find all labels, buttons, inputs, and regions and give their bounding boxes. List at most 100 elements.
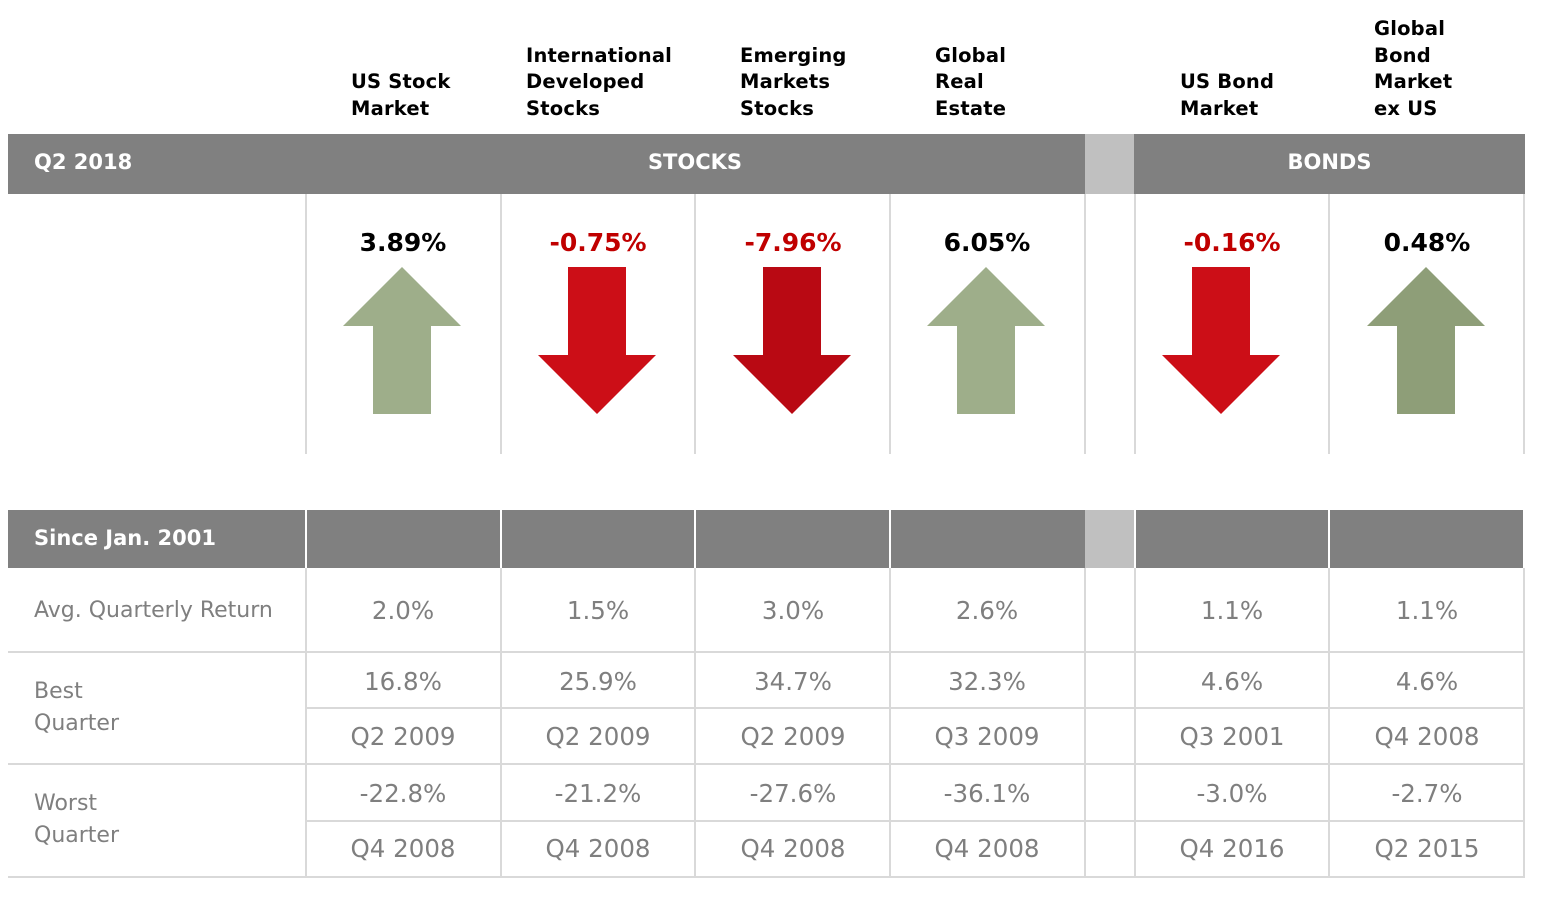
row-divider xyxy=(8,651,1525,653)
bonds-group-label: BONDS xyxy=(1287,150,1372,174)
worst-quarter-cell: Q4 2016 xyxy=(1179,834,1285,863)
best-cell: 16.8% xyxy=(364,667,442,696)
col-header-line: ex US xyxy=(1374,96,1438,120)
col-header-global-bond: Global Bond Market ex US xyxy=(1374,16,1452,122)
header-cell xyxy=(1136,510,1328,568)
worst-cell: -22.8% xyxy=(359,779,447,808)
col-header-line: Estate xyxy=(935,96,1007,120)
header-cell xyxy=(696,510,889,568)
worst-cell: -3.0% xyxy=(1196,779,1268,808)
avg-cell: 3.0% xyxy=(761,596,825,625)
col-header-line: Stocks xyxy=(526,96,601,120)
col-header-emerging: Emerging Markets Stocks xyxy=(740,43,847,123)
avg-cell: 1.1% xyxy=(1395,596,1459,625)
col-header-line: Stocks xyxy=(740,96,815,120)
col-header-line: Real xyxy=(935,70,984,93)
col-header-intl-dev: International Developed Stocks xyxy=(526,43,672,123)
avg-cell: 1.5% xyxy=(566,596,630,625)
row-label-avg: Avg. Quarterly Return xyxy=(34,598,273,623)
col-header-line: Developed xyxy=(526,70,645,93)
since-label: Since Jan. 2001 xyxy=(34,526,216,550)
row-divider xyxy=(8,876,1525,878)
header-cell xyxy=(307,510,500,568)
worst-quarter-cell: Q4 2008 xyxy=(545,834,651,863)
row-label-worst: Worst Quarter xyxy=(34,788,119,852)
up-arrow-icon xyxy=(927,267,1045,414)
worst-quarter-cell: Q4 2008 xyxy=(934,834,1040,863)
avg-cell: 1.1% xyxy=(1200,596,1264,625)
up-arrow-icon xyxy=(1367,267,1485,414)
divider xyxy=(1134,194,1136,454)
divider xyxy=(889,194,891,454)
down-arrow-icon xyxy=(538,267,656,414)
best-quarter-cell: Q3 2009 xyxy=(934,722,1040,751)
col-header-line: Bond xyxy=(1374,43,1431,67)
divider xyxy=(500,194,502,454)
q-return-global-re: 6.05% xyxy=(943,228,1031,257)
q-return-us-bond: -0.16% xyxy=(1183,228,1281,257)
divider xyxy=(694,194,696,454)
row-label-line: Quarter xyxy=(34,711,119,736)
best-cell: 34.7% xyxy=(754,667,832,696)
col-header-line: Global xyxy=(1374,17,1446,40)
divider xyxy=(1523,194,1525,454)
col-header-line: Markets xyxy=(740,70,831,93)
stocks-header-bar xyxy=(8,134,1085,194)
best-cell: 32.3% xyxy=(948,667,1026,696)
q-return-us-stock: 3.89% xyxy=(359,228,447,257)
worst-quarter-cell: Q2 2015 xyxy=(1374,834,1480,863)
divider xyxy=(305,194,307,454)
col-header-line: Market xyxy=(1374,70,1453,93)
q-return-global-bond: 0.48% xyxy=(1383,228,1471,257)
col-header-us-bond: US Bond Market xyxy=(1180,69,1274,122)
divider xyxy=(889,568,891,878)
row-label-line: Best xyxy=(34,679,83,704)
best-quarter-cell: Q2 2009 xyxy=(350,722,456,751)
row-label-line: Worst xyxy=(34,791,98,816)
avg-cell: 2.0% xyxy=(371,596,435,625)
group-separator-bottom xyxy=(1085,510,1134,568)
col-header-us-stock: US Stock Market xyxy=(351,69,451,122)
worst-cell: -36.1% xyxy=(943,779,1031,808)
row-divider xyxy=(305,820,1525,822)
col-header-global-re: Global Real Estate xyxy=(935,43,1006,123)
row-divider xyxy=(8,763,1525,765)
col-header-line: US Bond xyxy=(1180,70,1275,93)
best-cell: 4.6% xyxy=(1200,667,1264,696)
avg-cell: 2.6% xyxy=(955,596,1019,625)
divider xyxy=(694,568,696,878)
bonds-header-bar xyxy=(1134,134,1525,194)
since-header-bar xyxy=(8,510,305,568)
best-cell: 4.6% xyxy=(1395,667,1459,696)
best-quarter-cell: Q2 2009 xyxy=(740,722,846,751)
best-quarter-cell: Q3 2001 xyxy=(1179,722,1285,751)
header-cell xyxy=(1330,510,1523,568)
divider xyxy=(1134,568,1136,878)
best-quarter-cell: Q4 2008 xyxy=(1374,722,1480,751)
divider xyxy=(1084,194,1086,454)
row-label-best: Best Quarter xyxy=(34,676,119,740)
col-header-line: Emerging xyxy=(740,43,847,67)
col-header-line: US Stock xyxy=(351,70,451,93)
col-header-line: Global xyxy=(935,43,1007,67)
worst-quarter-cell: Q4 2008 xyxy=(350,834,456,863)
divider xyxy=(1328,568,1330,878)
divider xyxy=(305,568,307,878)
col-header-line: International xyxy=(526,43,673,67)
period-label: Q2 2018 xyxy=(34,150,133,174)
row-label-line: Quarter xyxy=(34,823,119,848)
col-header-line: Market xyxy=(1180,96,1259,120)
divider xyxy=(500,568,502,878)
best-quarter-cell: Q2 2009 xyxy=(545,722,651,751)
header-cell xyxy=(502,510,694,568)
col-header-line: Market xyxy=(351,96,430,120)
stocks-group-label: STOCKS xyxy=(647,150,743,174)
worst-quarter-cell: Q4 2008 xyxy=(740,834,846,863)
header-cell xyxy=(891,510,1085,568)
up-arrow-icon xyxy=(343,267,461,414)
row-divider xyxy=(305,707,1525,709)
best-cell: 25.9% xyxy=(559,667,637,696)
down-arrow-icon xyxy=(1162,267,1280,414)
divider xyxy=(1084,568,1086,878)
